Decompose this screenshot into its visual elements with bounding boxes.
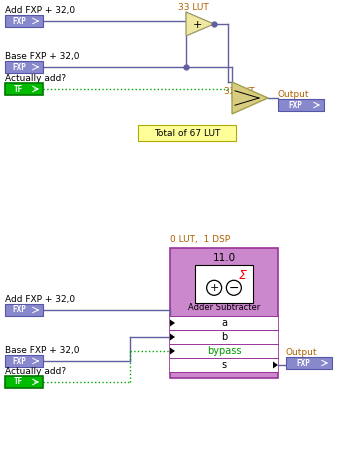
Text: bypass: bypass: [207, 346, 241, 356]
Text: +: +: [209, 283, 219, 293]
Text: Add FXP + 32,0: Add FXP + 32,0: [5, 295, 75, 304]
Text: a: a: [221, 318, 227, 328]
Bar: [170, 344, 278, 358]
Text: Total of 67 LUT: Total of 67 LUT: [154, 129, 220, 138]
Text: FXP: FXP: [13, 305, 26, 314]
Text: Actually add?: Actually add?: [5, 74, 66, 83]
Text: b: b: [221, 332, 227, 342]
Text: FXP: FXP: [13, 63, 26, 72]
Text: FXP: FXP: [13, 17, 26, 26]
Text: 0 LUT,  1 DSP: 0 LUT, 1 DSP: [170, 235, 230, 244]
Bar: [170, 358, 278, 372]
Text: Base FXP + 32,0: Base FXP + 32,0: [5, 346, 80, 355]
Text: 33 LUT: 33 LUT: [178, 3, 209, 12]
Text: TF: TF: [14, 84, 23, 93]
Text: Output: Output: [278, 90, 309, 99]
Text: s: s: [221, 360, 227, 370]
Bar: [5, 83, 43, 95]
Bar: [138, 125, 236, 141]
Text: Output: Output: [286, 348, 318, 357]
Text: +: +: [192, 20, 202, 30]
Polygon shape: [186, 12, 214, 36]
Bar: [170, 248, 278, 378]
Text: Actually add?: Actually add?: [5, 367, 66, 376]
Polygon shape: [170, 319, 175, 327]
Bar: [5, 15, 43, 27]
Bar: [170, 316, 278, 330]
Text: FXP: FXP: [296, 359, 310, 368]
Text: −: −: [228, 282, 239, 295]
Polygon shape: [170, 333, 175, 341]
Text: 11.0: 11.0: [213, 253, 235, 263]
Bar: [278, 99, 324, 111]
Text: 32 LUT: 32 LUT: [224, 87, 254, 96]
Text: FXP: FXP: [289, 101, 302, 110]
Polygon shape: [232, 82, 268, 114]
Polygon shape: [170, 348, 175, 354]
Text: Add FXP + 32,0: Add FXP + 32,0: [5, 6, 75, 15]
Bar: [286, 357, 332, 369]
Polygon shape: [273, 362, 278, 368]
Text: TF: TF: [14, 377, 23, 387]
Bar: [170, 330, 278, 344]
Bar: [5, 304, 43, 316]
Bar: [5, 355, 43, 367]
Bar: [195, 265, 253, 303]
Text: Base FXP + 32,0: Base FXP + 32,0: [5, 52, 80, 61]
Text: FXP: FXP: [13, 356, 26, 365]
Bar: [5, 376, 43, 388]
Bar: [5, 61, 43, 73]
Text: Adder Subtracter: Adder Subtracter: [188, 303, 260, 312]
Text: Σ: Σ: [239, 269, 246, 282]
